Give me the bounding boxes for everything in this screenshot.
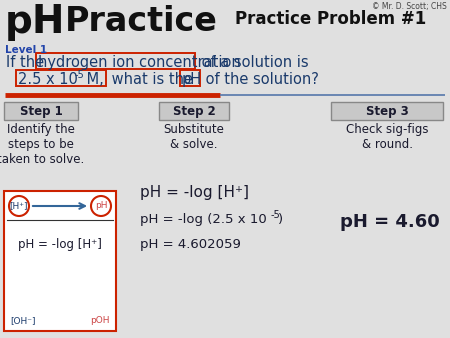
- Text: ): ): [278, 213, 283, 226]
- Text: what is the: what is the: [107, 72, 198, 87]
- Text: Step 2: Step 2: [173, 104, 216, 118]
- Text: pH = -log [H⁺]: pH = -log [H⁺]: [140, 185, 249, 200]
- Text: of the solution?: of the solution?: [201, 72, 319, 87]
- Text: Practice Problem #1: Practice Problem #1: [235, 10, 426, 28]
- Text: pH: pH: [182, 72, 202, 87]
- Text: Substitute
& solve.: Substitute & solve.: [163, 123, 225, 151]
- Text: Practice: Practice: [65, 5, 218, 38]
- Text: pH = 4.60: pH = 4.60: [340, 213, 440, 231]
- Text: pOH: pOH: [90, 316, 110, 325]
- Text: hydrogen ion concentration: hydrogen ion concentration: [38, 55, 241, 70]
- Text: If the: If the: [6, 55, 49, 70]
- Text: Level 1: Level 1: [5, 45, 47, 55]
- Text: Identify the
steps to be
taken to solve.: Identify the steps to be taken to solve.: [0, 123, 85, 166]
- Text: of a solution is: of a solution is: [197, 55, 309, 70]
- Text: © Mr. D. Scott; CHS: © Mr. D. Scott; CHS: [372, 2, 447, 11]
- Text: -5: -5: [75, 70, 85, 80]
- FancyBboxPatch shape: [4, 102, 78, 120]
- Text: [OH⁻]: [OH⁻]: [10, 316, 36, 325]
- Text: M,: M,: [82, 72, 104, 87]
- Text: [H⁺]: [H⁺]: [10, 201, 28, 211]
- Text: -5: -5: [271, 210, 281, 220]
- Text: pH = -log (2.5 x 10: pH = -log (2.5 x 10: [140, 213, 267, 226]
- Text: Check sig-figs
& round.: Check sig-figs & round.: [346, 123, 428, 151]
- Text: Step 3: Step 3: [365, 104, 409, 118]
- Text: pH = -log [H⁺]: pH = -log [H⁺]: [18, 238, 102, 251]
- FancyBboxPatch shape: [331, 102, 443, 120]
- FancyBboxPatch shape: [4, 191, 116, 331]
- Text: Step 1: Step 1: [20, 104, 63, 118]
- Text: pH = 4.602059: pH = 4.602059: [140, 238, 241, 251]
- FancyBboxPatch shape: [159, 102, 229, 120]
- Text: pH: pH: [5, 3, 66, 41]
- Text: 2.5 x 10: 2.5 x 10: [18, 72, 78, 87]
- Text: pH: pH: [95, 201, 107, 211]
